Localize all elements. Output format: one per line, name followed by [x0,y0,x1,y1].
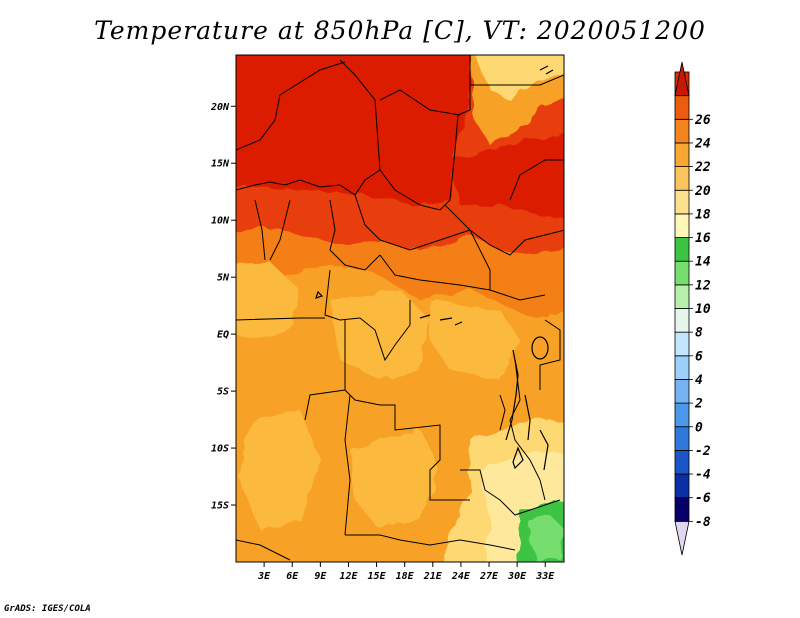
map-title: Temperature at 850hPa [C], VT: 202005120… [94,16,706,45]
lat-tick-label: 10N [211,216,230,227]
map-frame [235,54,565,563]
colorbar-top-arrow [674,61,690,97]
colorbar-label: 8 [695,326,703,341]
colorbar-segment [674,426,690,451]
colorbar-segment [674,379,690,404]
lat-tick-label: 15S [211,501,229,512]
temperature-field [236,55,564,562]
colorbar-label: -6 [695,491,711,506]
lon-tick-label: 15E [368,571,387,582]
lon-tick-label: 9E [314,571,327,582]
colorbar-label: 4 [695,373,703,388]
colorbar-label: 20 [694,184,711,199]
colorbar-segment [674,118,690,144]
lon-tick-label: 6E [286,571,299,582]
colorbar-label: 14 [695,255,711,270]
colorbar-label: 12 [695,278,711,293]
colorbar-segment [674,237,690,262]
colorbar-segment [674,449,690,475]
colorbar-label: 6 [695,349,703,364]
colorbar-segment [674,166,690,191]
colorbar-segment [674,142,690,167]
lon-tick-label: 18E [396,571,415,582]
colorbar-segment [674,497,690,522]
colorbar-label: 24 [694,136,711,151]
region-sahara-west [236,55,470,205]
lon-tick-label: 30E [507,571,527,582]
colorbar-segment [674,189,690,215]
lon-tick-label: 24E [451,571,471,582]
lat-tick-label: EQ [217,330,229,341]
lon-tick-label: 12E [339,571,358,582]
grads-credit: GrADS: IGES/COLA [4,604,91,614]
colorbar-label: 26 [694,113,711,128]
region-angola-plateau [240,410,320,530]
colorbar-segment [674,260,690,286]
region-ethiopian-highland [476,55,564,100]
lon-tick-label: 33E [535,571,555,582]
colorbar-label: -8 [695,515,711,530]
colorbar-label: 16 [695,231,711,246]
lon-axis: 3E 6E 9E 12E 15E 18E 21E 24E 27E 30E 33E [257,562,555,582]
region-congo-basin [330,290,430,380]
colorbar-label: 2 [694,397,703,412]
colorbar-label: 18 [695,207,711,222]
colorbar-label: -4 [695,468,711,483]
colorbar-label: 22 [694,160,711,175]
lat-tick-label: 5N [217,273,230,284]
colorbar-segment [674,308,690,333]
lakes [315,65,554,471]
lon-tick-label: 27E [479,571,499,582]
lat-tick-label: 5S [217,387,229,398]
colorbar-segment [674,473,690,499]
colorbar-segment [674,355,690,380]
lat-tick-label: 10S [211,444,229,455]
lat-tick-label: 15N [211,159,230,170]
lon-tick-label: 21E [423,571,443,582]
colorbar-label: 10 [695,302,711,317]
colorbar-segment [674,331,690,357]
colorbar-segment [674,95,690,120]
colorbar-segment [674,284,690,309]
colorbar-segment [674,213,690,238]
colorbar-segment [674,402,690,428]
country-borders [236,55,564,561]
colorbar-label: -2 [695,444,711,459]
lon-tick-label: 3E [257,571,271,582]
colorbar-bottom-arrow [674,520,690,556]
lat-tick-label: 20N [210,102,230,113]
colorbar-label: 0 [695,420,703,435]
lat-axis: 20N 15N 10N 5N EQ 5S 10S 15S [210,102,236,512]
